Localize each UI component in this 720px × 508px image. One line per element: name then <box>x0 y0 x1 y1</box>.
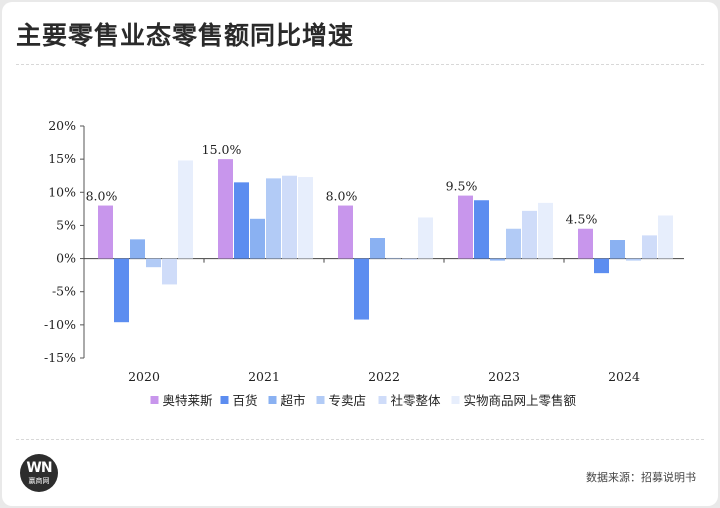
logo-mark: WN <box>26 460 52 476</box>
bar-2022-3 <box>386 257 401 259</box>
bar-2024-5 <box>658 215 673 259</box>
bar-2024-4 <box>642 235 657 259</box>
bar-2024-3 <box>626 258 641 261</box>
bar-chart: 20% 15% 10% 5% 0% -5% -10% -15% 8.0% 2020 15.0% 202… <box>44 118 684 408</box>
bar-2021-0 <box>218 159 233 259</box>
y-tick-label: -5% <box>52 284 76 299</box>
bar-2020-0 <box>98 205 113 259</box>
bar-2021-3 <box>266 178 281 259</box>
bar-2023-4 <box>522 210 537 259</box>
data-label: 15.0% <box>202 142 242 157</box>
legend-swatch <box>268 396 277 404</box>
y-tick-label: 0% <box>56 251 76 266</box>
x-tick-label: 2024 <box>608 369 640 384</box>
bar-2022-1 <box>354 258 369 320</box>
legend-swatch <box>220 396 229 404</box>
bar-2021-4 <box>282 175 297 259</box>
legend-swatch <box>378 396 387 404</box>
y-tick-label: -10% <box>44 317 76 332</box>
bar-2021-1 <box>234 182 249 259</box>
y-tick-label: 10% <box>48 184 76 199</box>
bar-2022-2 <box>370 238 385 259</box>
data-label: 4.5% <box>566 212 598 227</box>
legend-swatch <box>451 396 460 404</box>
footer-divider <box>16 439 704 440</box>
y-tick-label: 20% <box>48 118 76 133</box>
bar-2020-5 <box>178 160 193 259</box>
title-divider <box>16 64 704 65</box>
bar-2020-3 <box>146 258 161 268</box>
legend-label: 超市 <box>281 393 306 408</box>
x-tick-label: 2021 <box>248 369 280 384</box>
legend-label: 社零整体 <box>391 393 442 408</box>
bar-2023-5 <box>538 202 553 259</box>
bar-2024-2 <box>610 240 625 259</box>
bar-2024-0 <box>578 228 593 259</box>
x-tick-label: 2020 <box>128 369 160 384</box>
bar-2021-2 <box>250 218 265 259</box>
bar-2022-5 <box>418 217 433 259</box>
chart-title: 主要零售业态零售额同比增速 <box>16 21 355 50</box>
bar-2024-1 <box>594 258 609 274</box>
legend-label: 实物商品网上零售额 <box>464 393 577 408</box>
bar-2023-1 <box>474 200 489 259</box>
y-tick-label: -15% <box>44 350 76 365</box>
bar-2022-4 <box>402 258 417 260</box>
legend-label: 百货 <box>233 393 258 408</box>
x-tick-label: 2023 <box>488 369 520 384</box>
legend-label: 奥特莱斯 <box>163 393 213 408</box>
data-label: 9.5% <box>446 179 478 194</box>
winshang-logo: WN 赢商网 <box>20 454 58 492</box>
bar-2023-0 <box>458 195 473 259</box>
bar-2020-1 <box>114 258 129 323</box>
bar-2022-0 <box>338 205 353 259</box>
bar-2020-2 <box>130 239 145 259</box>
legend-swatch <box>150 396 159 404</box>
bar-2023-2 <box>490 258 505 261</box>
logo-text: 赢商网 <box>28 477 50 485</box>
y-tick-label: 15% <box>48 151 76 166</box>
x-tick-label: 2022 <box>368 369 400 384</box>
y-tick-label: 5% <box>56 217 76 232</box>
legend-label: 专卖店 <box>329 393 367 408</box>
legend-swatch <box>316 396 325 404</box>
data-label: 8.0% <box>326 189 358 204</box>
bar-2023-3 <box>506 228 521 259</box>
bar-2020-4 <box>162 258 177 285</box>
data-label: 8.0% <box>86 189 118 204</box>
bar-2021-5 <box>298 177 313 259</box>
data-source: 数据来源：招募说明书 <box>586 471 696 484</box>
